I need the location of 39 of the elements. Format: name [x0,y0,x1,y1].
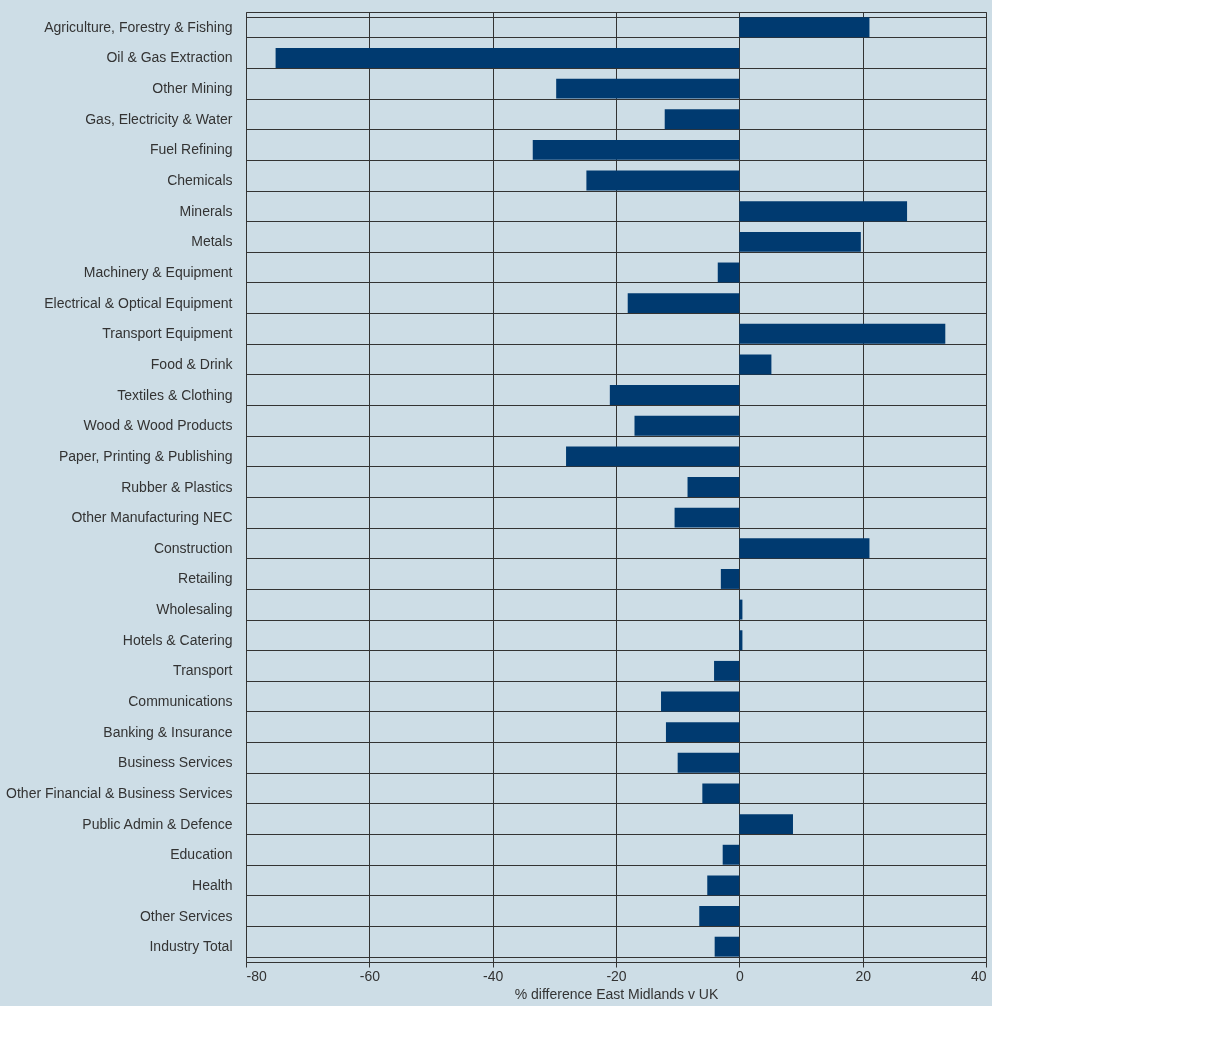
x-tick-label: -20 [606,967,627,984]
y-tick-label: Other Services [139,907,233,924]
y-tick-label: Paper, Printing & Publishing [58,447,233,464]
y-tick-label: Food & Drink [150,355,234,372]
x-tick-label: 0 [735,967,744,984]
y-tick-label: Wood & Wood Products [83,417,233,434]
y-tick-label: Banking & Insurance [103,723,233,740]
y-tick-label: Transport Equipment [102,325,233,342]
y-tick-label: Other Manufacturing NEC [71,509,233,526]
y-tick-label: Health [192,876,233,893]
y-tick-label: Gas, Electricity & Water [85,110,233,127]
y-tick-label: Business Services [118,754,233,771]
y-tick-label: Hotels & Catering [122,631,233,648]
x-tick-label: -60 [359,967,381,984]
y-tick-label: Machinery & Equipment [83,263,233,280]
y-tick-label: Metals [191,233,233,250]
y-tick-label: Agriculture, Forestry & Fishing [44,18,233,35]
y-tick-label: Transport [173,662,233,679]
x-axis-title: % difference East Midlands v UK [514,985,719,1002]
y-tick-label: Other Financial & Business Services [6,784,233,801]
y-tick-label: Industry Total [149,938,233,955]
y-tick-label: Oil & Gas Extraction [106,49,233,66]
y-tick-label: Retailing [178,570,233,587]
y-tick-label: Other Mining [152,80,233,97]
y-tick-label: Electrical & Optical Equipment [44,294,233,311]
x-tick-label: -80 [246,967,267,984]
x-tick-label: 20 [855,967,872,984]
y-tick-label: Communications [128,693,233,710]
y-tick-label: Wholesaling [156,601,233,618]
y-tick-label: Education [170,846,233,863]
y-tick-label: Rubber & Plastics [121,478,233,495]
y-tick-label: Chemicals [167,172,233,189]
y-tick-label: Public Admin & Defence [82,815,233,832]
y-tick-label: Minerals [179,202,233,219]
y-tick-label: Textiles & Clothing [117,386,233,403]
y-tick-label: Fuel Refining [150,141,233,158]
x-tick-label: 40 [970,967,987,984]
x-tick-label: -40 [483,967,504,984]
y-tick-label: Construction [153,539,233,556]
